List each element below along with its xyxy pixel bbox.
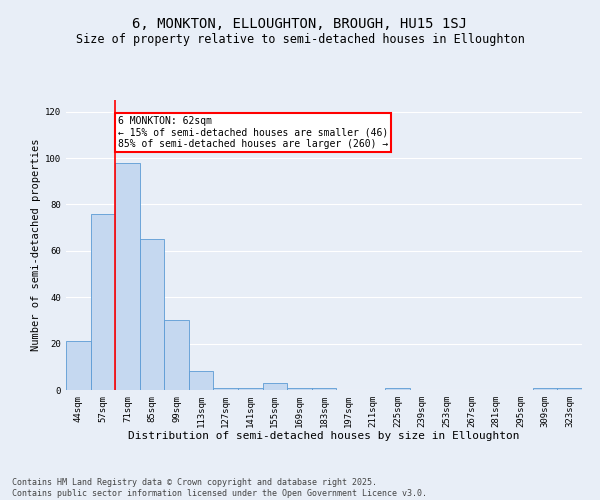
Text: Contains HM Land Registry data © Crown copyright and database right 2025.
Contai: Contains HM Land Registry data © Crown c…	[12, 478, 427, 498]
Bar	[238, 388, 263, 390]
Bar	[140, 239, 164, 390]
Bar	[115, 162, 140, 390]
Bar	[66, 342, 91, 390]
Bar	[312, 388, 336, 390]
Bar	[287, 388, 312, 390]
Y-axis label: Number of semi-detached properties: Number of semi-detached properties	[31, 138, 41, 352]
Bar	[263, 383, 287, 390]
Bar	[533, 388, 557, 390]
Text: 6 MONKTON: 62sqm
← 15% of semi-detached houses are smaller (46)
85% of semi-deta: 6 MONKTON: 62sqm ← 15% of semi-detached …	[118, 116, 388, 150]
Text: Size of property relative to semi-detached houses in Elloughton: Size of property relative to semi-detach…	[76, 32, 524, 46]
Bar	[91, 214, 115, 390]
Bar	[214, 388, 238, 390]
Bar	[189, 372, 214, 390]
Bar	[385, 388, 410, 390]
Bar	[557, 388, 582, 390]
X-axis label: Distribution of semi-detached houses by size in Elloughton: Distribution of semi-detached houses by …	[128, 432, 520, 442]
Text: 6, MONKTON, ELLOUGHTON, BROUGH, HU15 1SJ: 6, MONKTON, ELLOUGHTON, BROUGH, HU15 1SJ	[133, 18, 467, 32]
Bar	[164, 320, 189, 390]
